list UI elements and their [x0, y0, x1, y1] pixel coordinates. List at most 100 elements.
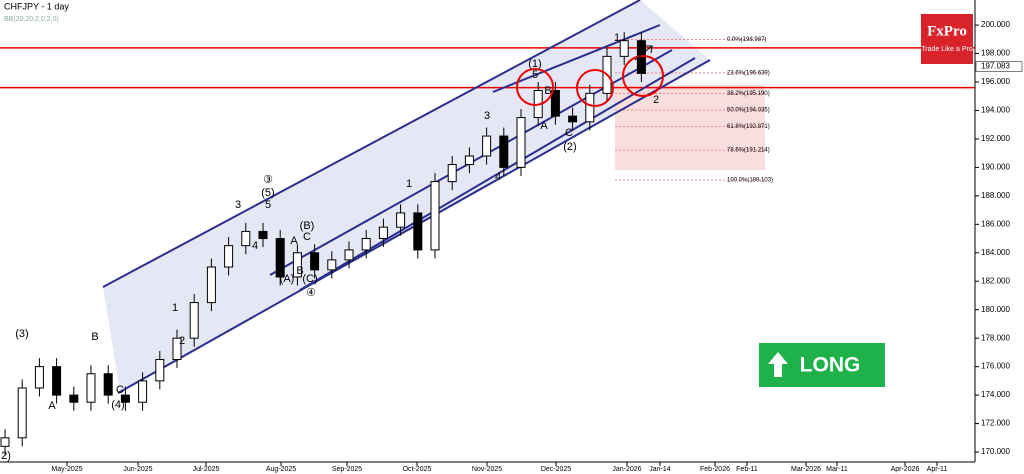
x-tick-label: Apr-2026: [891, 466, 920, 473]
candle-body: [413, 212, 423, 251]
wave-label: 3: [484, 110, 490, 122]
candle-body: [568, 115, 578, 123]
fib-zone: [615, 85, 765, 170]
candle-body: [482, 135, 492, 157]
candle-body: [550, 90, 560, 117]
wave-label: (3): [15, 328, 28, 340]
candle-body: [310, 252, 320, 271]
fib-label: 0.0%(198.987): [727, 37, 766, 43]
fib-label: 100.0%(189.103): [727, 178, 773, 184]
wave-label: (4): [111, 399, 124, 411]
x-tick-label: Aug-2025: [266, 466, 296, 473]
y-tick-label: 180.000: [981, 305, 1010, 314]
wave-label: C: [565, 127, 573, 139]
wave-label: (5): [261, 187, 274, 199]
signal-text: LONG: [800, 354, 861, 377]
candle-body: [396, 212, 406, 228]
wave-label: 3: [235, 199, 241, 211]
candle-body: [206, 266, 216, 304]
x-tick-label: Apr-11: [927, 466, 948, 473]
candle-body: [138, 380, 148, 403]
wave-label: 2: [179, 335, 185, 347]
y-tick-label: 198.000: [981, 49, 1010, 58]
candle-body: [17, 387, 27, 439]
candle-body: [172, 337, 182, 361]
candle-body: [619, 40, 629, 57]
axis-panel: [975, 0, 1024, 474]
fib-label: 78.6%(191.214): [727, 148, 770, 154]
y-tick-label: 172.000: [981, 419, 1010, 428]
wave-label: C: [116, 384, 124, 396]
candle-body: [430, 181, 440, 251]
logo: [921, 14, 973, 64]
y-tick-label: 188.000: [981, 191, 1010, 200]
wave-label: ③: [263, 174, 273, 186]
current-price-label: 197.083: [981, 62, 1010, 71]
candle-body: [516, 117, 526, 168]
logo-tagline: Trade Like a Pro: [921, 46, 973, 53]
candle-body: [69, 394, 79, 403]
x-tick-label: Jun-2025: [123, 466, 152, 473]
arrow: [634, 45, 653, 61]
candle-body: [378, 226, 388, 240]
candle-body: [292, 252, 302, 278]
highlight-circle: [576, 69, 614, 107]
x-tick-label: Jan-14: [649, 466, 671, 473]
highlight-circle: [622, 55, 664, 97]
candle-body: [258, 230, 268, 240]
candle-body: [241, 230, 251, 247]
candle-body: [361, 238, 371, 251]
candle-body: [499, 135, 509, 168]
wave-label: A: [48, 400, 56, 412]
y-tick-label: 170.000: [981, 447, 1010, 456]
candle-body: [120, 394, 130, 403]
wave-label: 4: [495, 171, 501, 183]
x-tick-label: Nov-2025: [472, 466, 502, 473]
y-tick-label: 184.000: [981, 248, 1010, 257]
wave-label: B: [544, 85, 551, 97]
candle-body: [327, 259, 337, 271]
y-tick-label: 178.000: [981, 333, 1010, 342]
candle-body: [447, 164, 457, 183]
y-tick-label: 194.000: [981, 106, 1010, 115]
wave-label: B: [296, 265, 303, 277]
up-arrow: [768, 352, 788, 377]
fib-label: 38.2%(195.190): [727, 91, 770, 97]
y-tick-label: 186.000: [981, 219, 1010, 228]
y-tick-label: 192.000: [981, 134, 1010, 143]
wave-label: C: [303, 231, 311, 243]
wave-label: 4: [252, 240, 258, 252]
axis-panel: [0, 462, 1024, 474]
chart-title: CHFJPY - 1 day: [4, 1, 69, 11]
y-tick-label: 182.000: [981, 276, 1010, 285]
wave-label: (2): [563, 141, 576, 153]
wave-label: (A): [280, 273, 295, 285]
wave-label: 2: [416, 240, 422, 252]
fib-label: 50.0%(194.035): [727, 108, 770, 114]
candle-body: [86, 373, 96, 403]
wave-label: (1): [528, 58, 541, 70]
candle-body: [189, 302, 199, 339]
x-tick-label: Mar-11: [826, 466, 848, 473]
wave-label: 1: [614, 32, 620, 44]
channel-top: [492, 24, 661, 93]
wave-label: A: [290, 235, 298, 247]
y-tick-label: 174.000: [981, 390, 1010, 399]
candle-body: [103, 373, 113, 396]
fib-label: 61.8%(192.871): [727, 124, 770, 130]
x-tick-label: Jan-2026: [612, 466, 641, 473]
x-tick-label: Jul-2025: [193, 466, 220, 473]
candle-body: [464, 155, 474, 166]
candle-body: [585, 92, 595, 123]
candle-body: [155, 359, 165, 382]
highlight-circle: [516, 68, 554, 106]
candle-body: [34, 366, 44, 389]
x-tick-label: Feb-2026: [700, 466, 730, 473]
wave-label: A: [540, 120, 548, 132]
candle-body: [344, 249, 354, 261]
wave-label: (C): [302, 273, 317, 285]
logo-name: FxPro: [927, 23, 967, 39]
y-tick-label: 190.000: [981, 162, 1010, 171]
wave-label: 1: [406, 178, 412, 190]
